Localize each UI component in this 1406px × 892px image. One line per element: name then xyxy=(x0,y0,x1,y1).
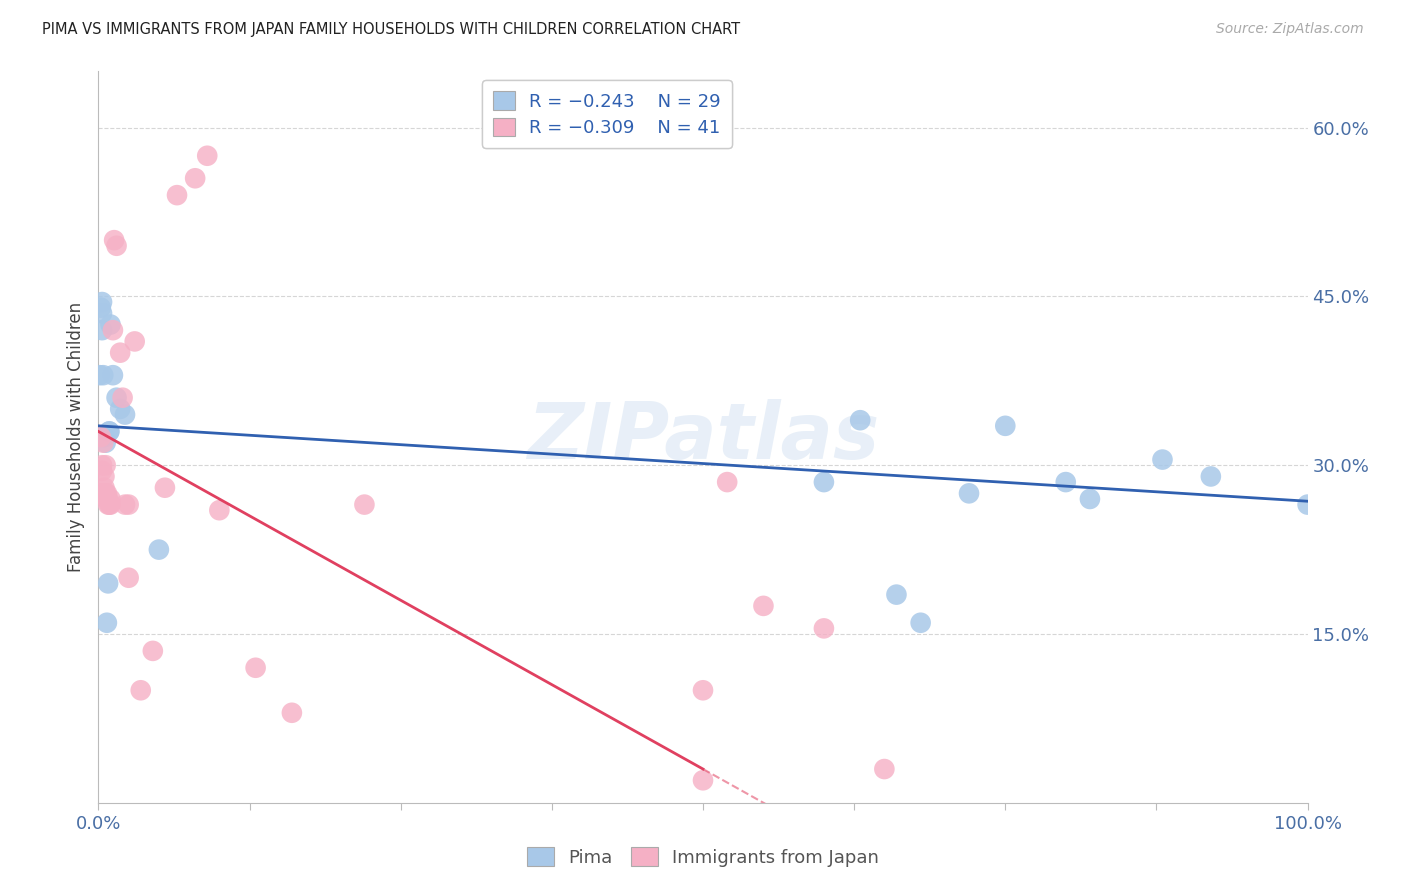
Point xyxy=(281,706,304,720)
Point xyxy=(100,318,122,332)
Point xyxy=(98,425,121,439)
Point xyxy=(105,239,128,253)
Point xyxy=(957,486,980,500)
Point xyxy=(873,762,896,776)
Point xyxy=(1296,498,1319,512)
Point xyxy=(148,542,170,557)
Text: ZIPatlas: ZIPatlas xyxy=(527,399,879,475)
Point xyxy=(91,435,114,450)
Point xyxy=(118,571,141,585)
Point xyxy=(91,306,114,320)
Point xyxy=(96,615,118,630)
Point xyxy=(91,464,114,478)
Point xyxy=(184,171,207,186)
Point xyxy=(166,188,188,202)
Point xyxy=(93,469,115,483)
Point xyxy=(97,576,120,591)
Point xyxy=(111,391,134,405)
Point xyxy=(94,458,117,473)
Point xyxy=(108,345,131,359)
Legend: Pima, Immigrants from Japan: Pima, Immigrants from Japan xyxy=(520,840,886,874)
Point xyxy=(353,498,375,512)
Point xyxy=(90,301,112,315)
Point xyxy=(994,418,1017,433)
Text: PIMA VS IMMIGRANTS FROM JAPAN FAMILY HOUSEHOLDS WITH CHILDREN CORRELATION CHART: PIMA VS IMMIGRANTS FROM JAPAN FAMILY HOU… xyxy=(42,22,741,37)
Point xyxy=(1199,469,1222,483)
Point xyxy=(103,233,125,247)
Point xyxy=(1054,475,1077,489)
Point xyxy=(716,475,738,489)
Point xyxy=(208,503,231,517)
Point xyxy=(124,334,146,349)
Point xyxy=(910,615,932,630)
Point xyxy=(692,683,714,698)
Point xyxy=(97,498,120,512)
Point xyxy=(813,475,835,489)
Point xyxy=(94,435,117,450)
Point xyxy=(93,481,115,495)
Point xyxy=(114,408,136,422)
Point xyxy=(89,486,111,500)
Point xyxy=(153,481,176,495)
Point xyxy=(195,149,218,163)
Legend: R = −0.243    N = 29, R = −0.309    N = 41: R = −0.243 N = 29, R = −0.309 N = 41 xyxy=(482,80,731,148)
Point xyxy=(97,491,120,506)
Text: Source: ZipAtlas.com: Source: ZipAtlas.com xyxy=(1216,22,1364,37)
Point xyxy=(101,368,124,383)
Point xyxy=(105,391,128,405)
Point xyxy=(692,773,714,788)
Point xyxy=(90,430,112,444)
Point xyxy=(91,295,114,310)
Point xyxy=(129,683,152,698)
Point xyxy=(96,491,118,506)
Y-axis label: Family Households with Children: Family Households with Children xyxy=(66,302,84,572)
Point xyxy=(813,621,835,635)
Point xyxy=(1152,452,1174,467)
Point xyxy=(1078,491,1101,506)
Point xyxy=(142,644,165,658)
Point xyxy=(91,368,114,383)
Point xyxy=(93,430,115,444)
Point xyxy=(114,498,136,512)
Point xyxy=(94,486,117,500)
Point xyxy=(849,413,872,427)
Point xyxy=(91,323,114,337)
Point xyxy=(886,588,908,602)
Point xyxy=(91,458,114,473)
Point xyxy=(89,368,111,383)
Point xyxy=(98,425,121,439)
Point xyxy=(100,498,122,512)
Point xyxy=(101,323,124,337)
Point xyxy=(100,491,122,506)
Point xyxy=(118,498,141,512)
Point xyxy=(752,599,775,613)
Point xyxy=(245,661,267,675)
Point xyxy=(96,486,118,500)
Point xyxy=(108,401,131,416)
Point xyxy=(98,498,121,512)
